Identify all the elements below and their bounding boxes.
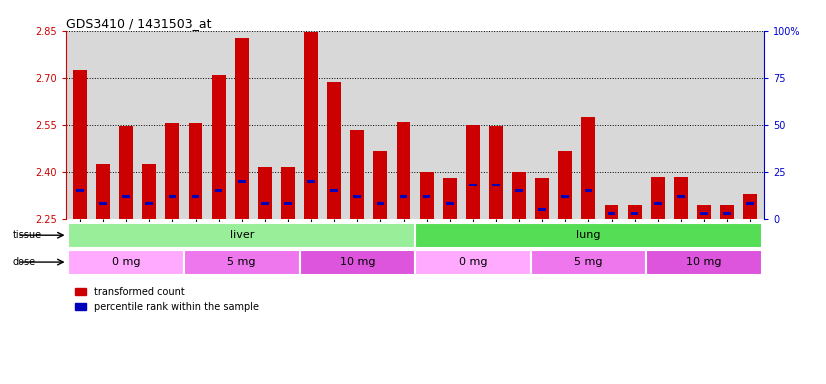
Text: 5 mg: 5 mg — [574, 257, 603, 267]
Bar — [420, 172, 434, 219]
Text: 10 mg: 10 mg — [339, 257, 375, 267]
Bar — [261, 202, 268, 205]
Bar — [330, 189, 338, 192]
Bar — [724, 212, 731, 215]
Bar — [608, 212, 615, 215]
Legend: transformed count, percentile rank within the sample: transformed count, percentile rank withi… — [71, 283, 263, 316]
Bar — [284, 202, 292, 205]
Bar — [307, 180, 315, 183]
Bar — [558, 151, 572, 219]
Bar — [489, 126, 503, 219]
Bar — [373, 151, 387, 219]
Bar — [677, 195, 685, 198]
Bar — [238, 180, 245, 183]
Bar — [304, 32, 318, 219]
Bar — [122, 195, 130, 198]
Text: tissue: tissue — [12, 230, 41, 240]
Bar — [354, 195, 361, 198]
Bar — [145, 202, 153, 205]
Bar — [73, 70, 87, 219]
Bar — [446, 202, 453, 205]
Bar — [651, 177, 665, 219]
Bar — [654, 202, 662, 205]
Bar — [377, 202, 384, 205]
Bar — [530, 250, 646, 275]
Bar — [142, 164, 156, 219]
Bar — [215, 189, 222, 192]
Bar — [535, 178, 549, 219]
Bar — [281, 167, 295, 219]
Bar — [674, 177, 688, 219]
Bar — [628, 205, 642, 219]
Bar — [492, 184, 500, 186]
Bar — [258, 167, 272, 219]
Bar — [697, 205, 711, 219]
Bar — [743, 194, 757, 219]
Bar — [165, 123, 179, 219]
Bar — [235, 38, 249, 219]
Bar — [466, 125, 480, 219]
Bar — [169, 195, 176, 198]
Bar — [415, 223, 762, 248]
Bar — [539, 208, 546, 211]
Bar — [69, 250, 184, 275]
Bar — [396, 122, 411, 219]
Text: 0 mg: 0 mg — [458, 257, 487, 267]
Bar — [96, 164, 110, 219]
Bar — [415, 250, 530, 275]
Bar — [562, 195, 569, 198]
Bar — [469, 184, 477, 186]
Bar — [99, 202, 107, 205]
Bar — [188, 123, 202, 219]
Bar — [631, 212, 638, 215]
Bar — [646, 250, 762, 275]
Bar — [585, 189, 592, 192]
Bar — [720, 205, 734, 219]
Text: 0 mg: 0 mg — [112, 257, 140, 267]
Bar — [192, 195, 199, 198]
Bar — [350, 129, 364, 219]
Bar — [747, 202, 754, 205]
Bar — [300, 250, 415, 275]
Bar — [512, 172, 526, 219]
Bar — [582, 117, 596, 219]
Text: 5 mg: 5 mg — [227, 257, 256, 267]
Bar — [211, 74, 225, 219]
Text: dose: dose — [12, 257, 36, 267]
Bar — [400, 195, 407, 198]
Bar — [700, 212, 708, 215]
Bar — [184, 250, 300, 275]
Bar — [515, 189, 523, 192]
Bar — [327, 83, 341, 219]
Bar — [423, 195, 430, 198]
Text: GDS3410 / 1431503_at: GDS3410 / 1431503_at — [66, 17, 211, 30]
Bar — [119, 126, 133, 219]
Text: liver: liver — [230, 230, 254, 240]
Bar — [69, 223, 415, 248]
Bar — [443, 178, 457, 219]
Bar — [605, 205, 619, 219]
Bar — [76, 189, 83, 192]
Text: lung: lung — [577, 230, 601, 240]
Text: 10 mg: 10 mg — [686, 257, 722, 267]
